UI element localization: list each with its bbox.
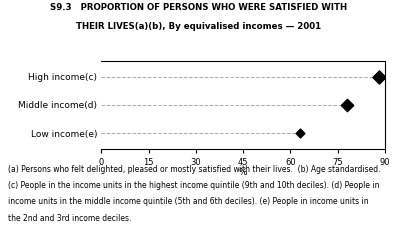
Point	[297, 131, 303, 135]
Point	[344, 103, 351, 107]
Text: the 2nd and 3rd income deciles.: the 2nd and 3rd income deciles.	[8, 214, 131, 223]
Text: S9.3   PROPORTION OF PERSONS WHO WERE SATISFIED WITH: S9.3 PROPORTION OF PERSONS WHO WERE SATI…	[50, 3, 347, 12]
Text: income units in the middle income quintile (5th and 6th deciles). (e) People in : income units in the middle income quinti…	[8, 197, 368, 206]
Point	[376, 75, 382, 79]
Text: (a) Persons who felt delighted, pleased or mostly satisfied with their lives.  (: (a) Persons who felt delighted, pleased …	[8, 165, 380, 174]
Text: (c) People in the income units in the highest income quintile (9th and 10th deci: (c) People in the income units in the hi…	[8, 181, 380, 190]
X-axis label: %: %	[239, 168, 247, 177]
Text: THEIR LIVES(a)(b), By equivalised incomes — 2001: THEIR LIVES(a)(b), By equivalised income…	[76, 22, 321, 31]
